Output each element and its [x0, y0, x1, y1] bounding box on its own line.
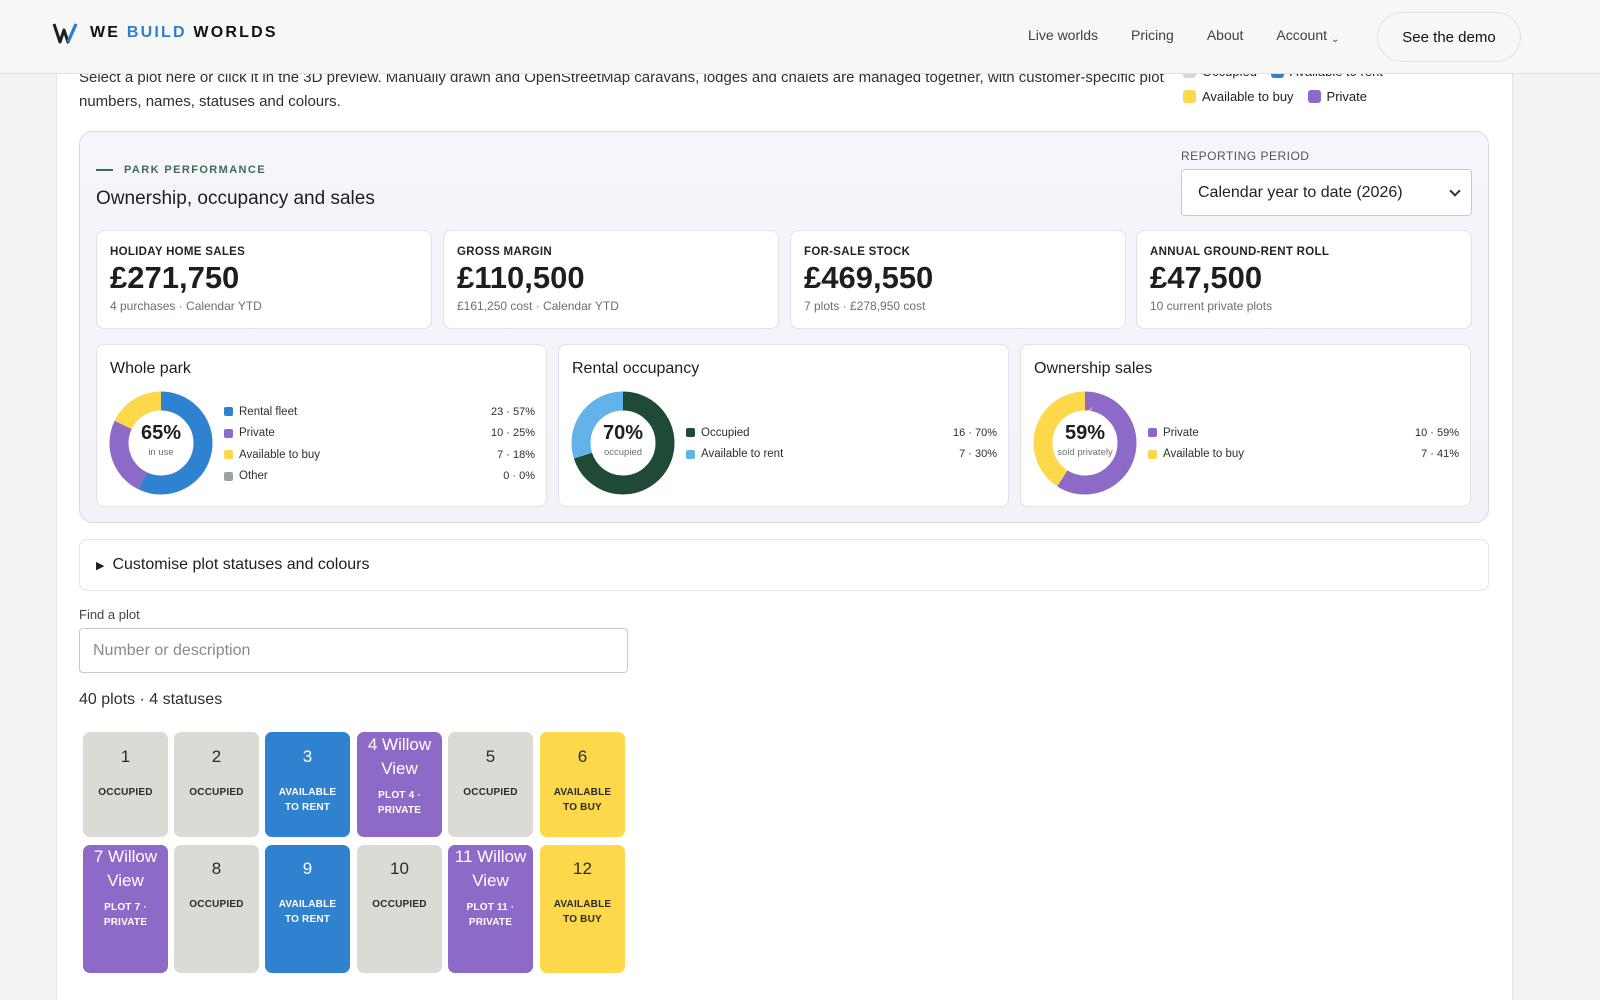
plot-tile[interactable]: 2 OCCUPIED — [174, 732, 259, 837]
legend-available-to-buy: Available to buy — [1183, 89, 1294, 104]
brand-logo[interactable]: WE BUILD WORLDS — [52, 22, 278, 44]
nav-pricing[interactable]: Pricing — [1131, 27, 1174, 43]
plot-title: 12 — [573, 859, 592, 878]
plot-title: 10 — [390, 859, 409, 878]
plot-tile[interactable]: 9 AVAILABLE TO RENT — [265, 845, 350, 973]
customise-statuses-toggle[interactable]: ▶ Customise plot statuses and colours — [79, 539, 1489, 591]
legend-private: Private 10 · 25% — [224, 423, 535, 445]
section-title: Ownership, occupancy and sales — [96, 188, 375, 209]
plot-tile[interactable]: 6 AVAILABLE TO BUY — [540, 732, 625, 837]
plot-title: 2 — [211, 747, 222, 766]
plot-status: AVAILABLE TO RENT — [278, 898, 337, 925]
plot-status: AVAILABLE TO BUY — [553, 898, 612, 925]
kpi-holiday-home-sales: HOLIDAY HOME SALES £271,750 4 purchases … — [96, 230, 432, 329]
plot-tile[interactable]: 7 Willow View PLOT 7 · PRIVATE — [83, 845, 168, 973]
plot-title: 3 — [302, 747, 313, 766]
see-demo-button[interactable]: See the demo — [1377, 12, 1521, 62]
find-plot-input[interactable] — [79, 628, 628, 673]
legend-rental-fleet: Rental fleet 23 · 57% — [224, 401, 535, 423]
reporting-period-select[interactable]: Calendar year to date (2026) — [1181, 169, 1472, 216]
plot-tile[interactable]: 4 Willow View PLOT 4 · PRIVATE — [357, 732, 442, 837]
chevron-down-icon: ⌄ — [1331, 34, 1340, 45]
plot-title: 11 Willow View — [454, 847, 527, 890]
legend-occupied: Occupied 16 · 70% — [686, 422, 997, 444]
disclosure-triangle-icon: ▶ — [96, 559, 105, 572]
kpi-for-sale-stock: FOR-SALE STOCK £469,550 7 plots · £278,9… — [790, 230, 1126, 329]
plot-status: AVAILABLE TO RENT — [278, 786, 337, 813]
legend-available-to-buy: Available to buy 7 · 41% — [1148, 444, 1459, 466]
plot-title: 1 — [120, 747, 131, 766]
plot-status: OCCUPIED — [98, 786, 153, 798]
plot-tile[interactable]: 10 OCCUPIED — [357, 845, 442, 973]
plot-title: 6 — [577, 747, 588, 766]
plot-status: PLOT 4 · PRIVATE — [377, 790, 422, 816]
reporting-period-label: REPORTING PERIOD — [1181, 149, 1310, 163]
plot-tile[interactable]: 12 AVAILABLE TO BUY — [540, 845, 625, 973]
ownership-sales-donut-chart — [1033, 391, 1137, 495]
legend-private: Private — [1307, 89, 1367, 104]
plot-title: 4 Willow View — [367, 735, 432, 778]
legend-available-to-rent: Available to rent 7 · 30% — [686, 444, 997, 466]
plot-status: OCCUPIED — [189, 898, 244, 910]
plot-title: 8 — [211, 859, 222, 878]
donut-card-rental-occupancy: Rental occupancy 70% occupied Occupied 16 … — [558, 344, 1009, 507]
plot-status: PLOT 7 · PRIVATE — [103, 902, 148, 928]
whole-park-donut-chart — [109, 391, 213, 495]
legend-private: Private 10 · 59% — [1148, 422, 1459, 444]
w-logo-icon — [52, 23, 78, 44]
donut-segment-available-to-buy — [109, 391, 213, 495]
nav-live-worlds[interactable]: Live worlds — [1028, 27, 1099, 43]
plot-status: OCCUPIED — [372, 898, 427, 910]
plot-tile[interactable]: 5 OCCUPIED — [448, 732, 533, 837]
section-kicker: PARK PERFORMANCE — [96, 164, 266, 176]
main-nav: Live worlds Pricing About Account ⌄ — [1028, 27, 1372, 45]
plot-status: AVAILABLE TO BUY — [553, 786, 612, 813]
plot-title: 9 — [302, 859, 313, 878]
plot-status: PLOT 11 · PRIVATE — [466, 902, 515, 928]
chevron-down-icon — [1449, 185, 1461, 197]
donut-card-ownership-sales: Ownership sales 59% sold privately Privat… — [1020, 344, 1471, 507]
brand-name: WE BUILD WORLDS — [90, 24, 278, 41]
donut-card-whole-park: Whole park 65% in use Rental fleet 23 · 57… — [96, 344, 547, 507]
legend-available-to-buy: Available to buy 7 · 18% — [224, 444, 535, 466]
top-navigation-bar: WE BUILD WORLDS Live worlds Pricing Abou… — [0, 0, 1600, 74]
donut-segment-private — [109, 391, 213, 495]
plot-status: OCCUPIED — [463, 786, 518, 798]
donut-segment-available-to-buy — [1033, 391, 1137, 495]
plot-title: 5 — [485, 747, 496, 766]
plot-tile[interactable]: 1 OCCUPIED — [83, 732, 168, 837]
nav-account[interactable]: Account ⌄ — [1276, 27, 1340, 45]
donut-segment-available-to-rent — [571, 391, 675, 495]
park-performance-panel: PARK PERFORMANCE Ownership, occupancy an… — [79, 131, 1489, 523]
find-plot-label: Find a plot — [79, 607, 140, 622]
nav-about[interactable]: About — [1206, 27, 1244, 43]
plot-tile[interactable]: 8 OCCUPIED — [174, 845, 259, 973]
kpi-ground-rent-roll: ANNUAL GROUND-RENT ROLL £47,500 10 curre… — [1136, 230, 1472, 329]
plot-status: OCCUPIED — [189, 786, 244, 798]
rental-occupancy-donut-chart — [571, 391, 675, 495]
plot-title: 7 Willow View — [93, 847, 158, 890]
legend-other: Other 0 · 0% — [224, 466, 535, 488]
plot-tile[interactable]: 3 AVAILABLE TO RENT — [265, 732, 350, 837]
plot-tile[interactable]: 11 Willow View PLOT 11 · PRIVATE — [448, 845, 533, 973]
kpi-gross-margin: GROSS MARGIN £110,500 £161,250 cost · Ca… — [443, 230, 779, 329]
plot-count: 40 plots · 4 statuses — [79, 691, 223, 708]
